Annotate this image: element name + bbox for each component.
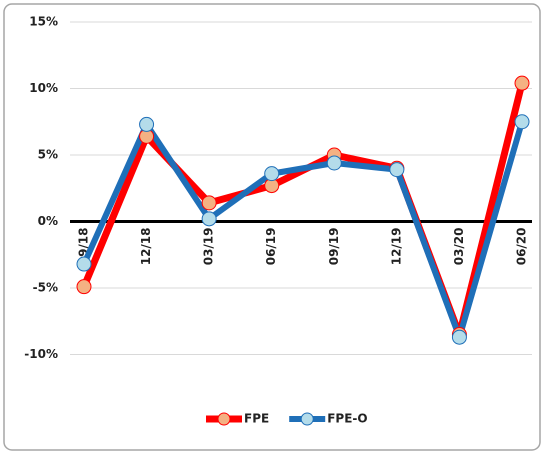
series-line: [81, 120, 525, 341]
y-tick-label: 5%: [38, 148, 58, 162]
x-tick-label: 06/20: [515, 228, 529, 266]
y-tick-label: -5%: [33, 281, 58, 295]
data-point: [264, 166, 280, 182]
data-point: [201, 195, 217, 211]
data-point: [76, 256, 92, 272]
legend-label: FPE-O: [327, 412, 367, 426]
data-point: [201, 211, 217, 227]
data-point: [514, 75, 530, 91]
x-tick-label: 12/18: [139, 228, 153, 266]
legend-marker: [217, 412, 231, 426]
data-point: [76, 279, 92, 295]
y-tick-label: -10%: [24, 347, 58, 361]
data-point: [326, 155, 342, 171]
x-tick-label: 09/19: [327, 228, 341, 266]
chart-border: [3, 3, 541, 451]
data-point: [139, 116, 155, 132]
x-tick-label: 06/19: [264, 228, 278, 266]
x-tick-label: 03/20: [452, 228, 466, 266]
y-tick-label: 10%: [29, 81, 58, 95]
data-point: [514, 114, 530, 130]
y-tick-label: 15%: [29, 15, 58, 29]
y-tick-label: 0%: [38, 214, 58, 228]
x-tick-label: 03/19: [202, 228, 216, 266]
legend-marker: [300, 412, 314, 426]
data-point: [389, 162, 405, 178]
x-tick-label: 12/19: [389, 228, 403, 266]
data-point: [451, 329, 467, 345]
legend-label: FPE: [244, 412, 269, 426]
